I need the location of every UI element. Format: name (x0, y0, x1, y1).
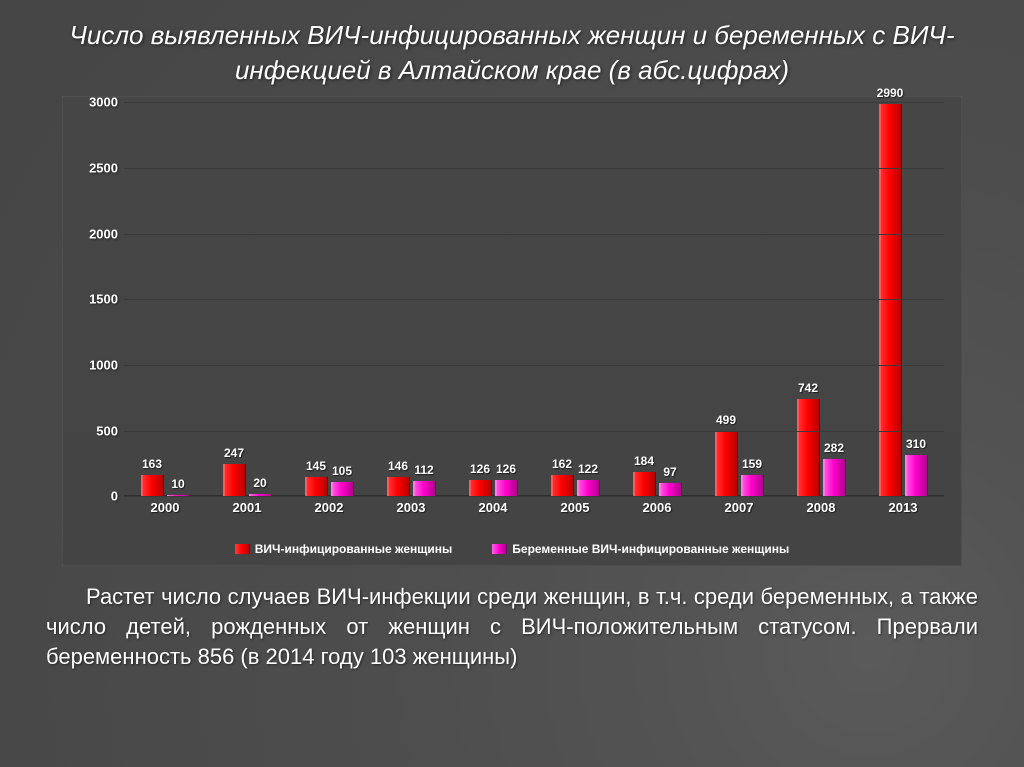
gridline (124, 234, 944, 235)
gridline (124, 102, 944, 103)
y-tick-label: 3000 (72, 95, 118, 110)
bar-pink: 97 (659, 483, 681, 496)
bar-red: 163 (141, 475, 163, 496)
legend-item-series-1: ВИЧ-инфицированные женщины (235, 542, 453, 556)
bar-value-label: 499 (716, 413, 736, 427)
bar-pink: 122 (577, 480, 599, 496)
bar-red: 247 (223, 464, 245, 496)
bar-red: 145 (305, 477, 327, 496)
bar-value-label: 105 (332, 464, 352, 478)
bar-value-label: 146 (388, 459, 408, 473)
bar-red: 499 (715, 431, 737, 497)
bar-red: 742 (797, 399, 819, 496)
bar-value-label: 97 (663, 465, 676, 479)
gridline (124, 431, 944, 432)
body-paragraph: Растет число случаев ВИЧ-инфекции среди … (40, 566, 984, 671)
y-tick-label: 2000 (72, 226, 118, 241)
bar-pink: 159 (741, 475, 763, 496)
bar-value-label: 184 (634, 454, 654, 468)
bar-value-label: 163 (142, 457, 162, 471)
y-tick-label: 500 (72, 423, 118, 438)
bar-value-label: 310 (906, 437, 926, 451)
y-tick-label: 2500 (72, 160, 118, 175)
plot-area: 1631024720145105146112126126162122184974… (124, 102, 944, 496)
bar-value-label: 162 (552, 457, 572, 471)
bar-value-label: 159 (742, 457, 762, 471)
x-tick-label: 2001 (233, 500, 262, 515)
legend-item-series-2: Беременные ВИЧ-инфицированные женщины (492, 542, 789, 556)
bar-value-label: 247 (224, 446, 244, 460)
bar-red: 184 (633, 472, 655, 496)
bar-value-label: 122 (578, 462, 598, 476)
bar-pink: 112 (413, 481, 435, 496)
legend-swatch-icon (235, 544, 249, 554)
gridline (124, 168, 944, 169)
x-tick-label: 2002 (315, 500, 344, 515)
x-tick-label: 2007 (725, 500, 754, 515)
bar-red: 162 (551, 475, 573, 496)
bar-value-label: 2990 (877, 86, 904, 100)
gridline (124, 299, 944, 300)
legend-label: ВИЧ-инфицированные женщины (255, 542, 453, 556)
bar-chart: 1631024720145105146112126126162122184974… (62, 96, 962, 566)
x-tick-label: 2008 (807, 500, 836, 515)
x-tick-label: 2003 (397, 500, 426, 515)
y-tick-label: 0 (72, 489, 118, 504)
bar-value-label: 112 (414, 463, 433, 477)
gridline (124, 365, 944, 366)
x-tick-label: 2005 (561, 500, 590, 515)
y-tick-label: 1500 (72, 292, 118, 307)
slide-title: Число выявленных ВИЧ-инфицированных женщ… (40, 18, 984, 96)
bar-value-label: 20 (253, 476, 266, 490)
bar-value-label: 126 (470, 462, 490, 476)
bar-value-label: 282 (824, 441, 844, 455)
bar-red: 126 (469, 480, 491, 497)
bar-value-label: 145 (306, 459, 326, 473)
bar-value-label: 126 (496, 462, 516, 476)
bar-pink: 126 (495, 480, 517, 497)
y-tick-label: 1000 (72, 357, 118, 372)
slide: Число выявленных ВИЧ-инфицированных женщ… (0, 0, 1024, 767)
bar-value-label: 742 (798, 381, 818, 395)
x-tick-label: 2000 (151, 500, 180, 515)
bar-pink: 310 (905, 455, 927, 496)
chart-legend: ВИЧ-инфицированные женщины Беременные ВИ… (62, 542, 962, 556)
bar-red: 146 (387, 477, 409, 496)
bar-pink: 105 (331, 482, 353, 496)
x-tick-label: 2013 (889, 500, 918, 515)
x-tick-label: 2006 (643, 500, 672, 515)
x-tick-label: 2004 (479, 500, 508, 515)
gridline (124, 496, 944, 497)
bar-value-label: 10 (171, 477, 184, 491)
bar-pink: 282 (823, 459, 845, 496)
legend-label: Беременные ВИЧ-инфицированные женщины (512, 542, 789, 556)
legend-swatch-icon (492, 544, 506, 554)
